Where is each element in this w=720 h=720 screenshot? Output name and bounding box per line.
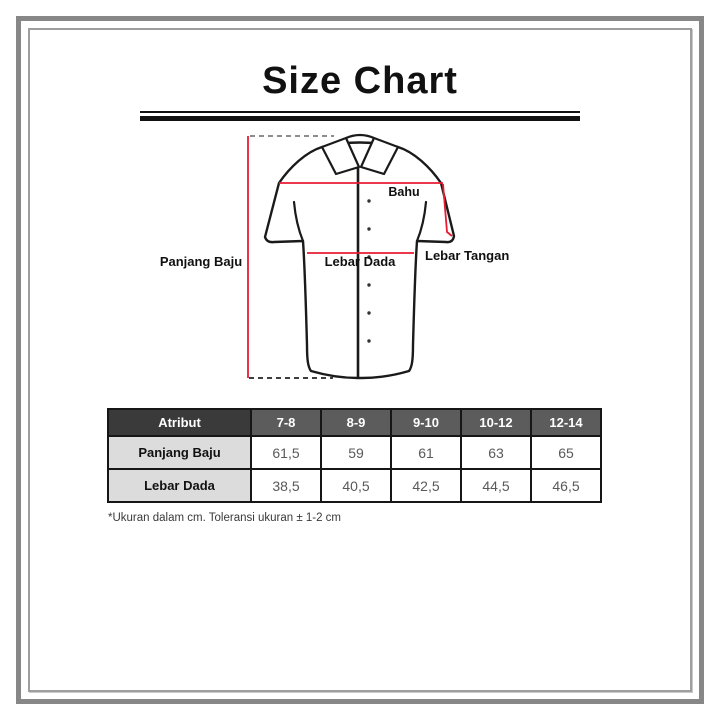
table-cell: 38,5 [250, 468, 322, 503]
table-header-size-9-10: 9-10 [390, 408, 462, 437]
label-shoulder: Bahu [388, 185, 419, 199]
left-collar-flap [320, 136, 361, 176]
table-row-lebar-dada: Lebar Dada 38,5 40,5 42,5 44,5 46,5 [107, 468, 602, 503]
table-cell: 59 [320, 435, 392, 470]
collar-band [345, 133, 375, 140]
table-header-size-7-8: 7-8 [250, 408, 322, 437]
table-cell: 63 [460, 435, 532, 470]
shirt-buttons [367, 199, 371, 343]
right-armpit-seam [415, 200, 428, 243]
row-label-lebar-dada: Lebar Dada [107, 468, 252, 503]
table-header-size-8-9: 8-9 [320, 408, 392, 437]
table-row-panjang-baju: Panjang Baju 61,5 59 61 63 65 [107, 435, 602, 470]
table-cell: 46,5 [530, 468, 602, 503]
table-cell: 61 [390, 435, 462, 470]
label-length: Panjang Baju [160, 254, 242, 269]
right-collar-flap [359, 136, 400, 176]
size-table: Atribut 7-8 8-9 9-10 10-12 12-14 Panjang… [107, 408, 602, 503]
divider-gap [140, 113, 580, 116]
table-cell: 42,5 [390, 468, 462, 503]
row-label-panjang-baju: Panjang Baju [107, 435, 252, 470]
size-footnote: *Ukuran dalam cm. Toleransi ukuran ± 1-2… [108, 512, 341, 524]
table-header-size-12-14: 12-14 [530, 408, 602, 437]
left-armpit-seam [292, 200, 305, 243]
shirt-size-diagram: Bahu Panjang Baju Lebar Dada Lebar Tanga… [160, 133, 509, 380]
measure-line-sleeve [442, 183, 453, 237]
table-header-size-10-12: 10-12 [460, 408, 532, 437]
title-divider [140, 111, 580, 121]
label-chest: Lebar Dada [325, 254, 397, 269]
label-sleeve: Lebar Tangan [425, 248, 509, 263]
size-table-header-row: Atribut 7-8 8-9 9-10 10-12 12-14 [107, 408, 602, 437]
table-cell: 61,5 [250, 435, 322, 470]
inner-border-frame [28, 28, 692, 692]
page-title: Size Chart [262, 60, 458, 102]
table-cell: 44,5 [460, 468, 532, 503]
table-header-atribut: Atribut [107, 408, 252, 437]
table-cell: 40,5 [320, 468, 392, 503]
outer-border-frame [16, 16, 704, 704]
divider-thin-line [140, 111, 580, 113]
divider-thick-line [140, 116, 580, 121]
table-cell: 65 [530, 435, 602, 470]
